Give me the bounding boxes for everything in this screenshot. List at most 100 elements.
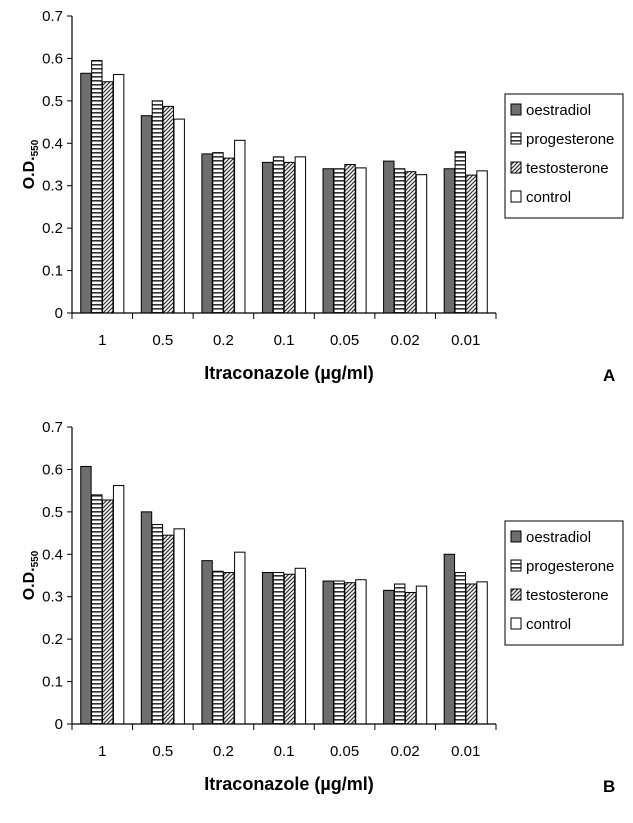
legend-label-control: control xyxy=(526,189,571,206)
bar-progesterone-1 xyxy=(91,494,103,725)
bar-testosterone-0.5 xyxy=(162,534,175,725)
panel-label: B xyxy=(603,777,615,796)
bar-oestradiol-1 xyxy=(80,72,92,314)
bar-progesterone-0.5 xyxy=(151,524,164,725)
bar-oestradiol-0.01 xyxy=(443,553,456,725)
legend-label-oestradiol: oestradiol xyxy=(526,529,591,546)
y-tick-label: 0.2 xyxy=(42,220,63,237)
bar-progesterone-0.05 xyxy=(333,168,345,314)
x-tick-label: 0.05 xyxy=(330,743,359,760)
bar-testosterone-0.01 xyxy=(465,583,477,725)
y-axis-title: O.D.550 xyxy=(21,550,41,600)
legend-swatch-oestradiol xyxy=(510,530,522,543)
bar-progesterone-0.2 xyxy=(212,152,224,314)
bar-oestradiol-0.5 xyxy=(140,511,153,725)
bar-control-0.5 xyxy=(173,528,185,725)
legend-label-testosterone: testosterone xyxy=(526,587,609,604)
y-tick-label: 0.6 xyxy=(42,50,63,67)
x-tick-label: 1 xyxy=(98,332,106,349)
legend-swatch-progesterone xyxy=(510,132,522,145)
x-axis-title: Itraconazole (µg/ml) xyxy=(204,774,373,794)
x-tick-label: 0.02 xyxy=(391,743,420,760)
x-tick-label: 0.01 xyxy=(451,332,480,349)
legend-label-oestradiol: oestradiol xyxy=(526,102,591,119)
bar-oestradiol-0.5 xyxy=(140,115,153,314)
bar-chart-a: 0 0.1 0.2 0.3 0.4 0.5 0.6 0.7 1 0.5 0.2 0.1 0.05 0.02… xyxy=(21,8,624,385)
legend-box xyxy=(504,520,624,646)
y-tick-label: 0.3 xyxy=(42,589,63,606)
y-tick-label: 0.4 xyxy=(42,135,63,152)
bar-progesterone-0.1 xyxy=(272,156,285,314)
chart-panel-a: 0 0.1 0.2 0.3 0.4 0.5 0.6 0.7 1 0.5 0.2 0.1 0.05 0.02… xyxy=(0,0,633,411)
bar-control-0.2 xyxy=(234,139,246,314)
bar-testosterone-0.05 xyxy=(344,164,356,314)
bar-chart-b: 0 0.1 0.2 0.3 0.4 0.5 0.6 0.7 1 0.5 0.2 0.1 0.05 0.02… xyxy=(21,419,624,796)
x-tick-label: 0.01 xyxy=(451,743,480,760)
legend-label-control: control xyxy=(526,616,571,633)
bar-progesterone-0.02 xyxy=(393,583,406,725)
x-tick-label: 0.2 xyxy=(213,332,234,349)
x-tick-label: 0.05 xyxy=(330,332,359,349)
bar-control-0.1 xyxy=(294,567,307,725)
bar-oestradiol-0.1 xyxy=(261,572,274,725)
chart-panel-b: 0 0.1 0.2 0.3 0.4 0.5 0.6 0.7 1 0.5 0.2 0.1 0.05 0.02… xyxy=(0,411,633,822)
bar-oestradiol-0.01 xyxy=(443,168,456,314)
bar-progesterone-0.05 xyxy=(333,580,345,725)
y-tick-label: 0.5 xyxy=(42,504,63,521)
bar-control-0.05 xyxy=(355,579,367,725)
bar-testosterone-0.2 xyxy=(223,157,235,314)
bar-progesterone-0.1 xyxy=(272,572,285,725)
bar-testosterone-0.01 xyxy=(465,174,477,314)
y-tick-label: 0.3 xyxy=(42,178,63,195)
y-tick-label: 0.1 xyxy=(42,674,63,691)
bar-testosterone-0.02 xyxy=(404,171,417,314)
legend-swatch-oestradiol xyxy=(510,103,522,116)
panel-label: A xyxy=(603,366,615,385)
bar-testosterone-0.05 xyxy=(344,582,356,725)
bar-control-0.5 xyxy=(173,118,185,314)
y-tick-label: 0.6 xyxy=(42,461,63,478)
legend-swatch-progesterone xyxy=(510,559,522,572)
bar-testosterone-0.2 xyxy=(223,572,235,725)
bar-oestradiol-0.02 xyxy=(383,589,395,725)
bar-testosterone-0.1 xyxy=(283,161,296,314)
y-tick-label: 0.4 xyxy=(42,546,63,563)
bar-testosterone-0.02 xyxy=(404,591,417,725)
legend-swatch-control xyxy=(510,190,522,203)
bar-control-0.05 xyxy=(355,167,367,314)
bar-control-0.2 xyxy=(234,551,246,725)
y-tick-label: 0.7 xyxy=(42,8,63,25)
legend-label-progesterone: progesterone xyxy=(526,558,614,575)
y-axis-title: O.D.550 xyxy=(21,139,41,189)
bar-testosterone-1 xyxy=(102,81,114,314)
bar-control-1 xyxy=(112,74,125,314)
y-tick-label: 0 xyxy=(55,305,63,322)
bar-oestradiol-0.05 xyxy=(322,168,334,314)
y-tick-label: 0 xyxy=(55,716,63,733)
bar-control-1 xyxy=(112,485,125,725)
bar-control-0.02 xyxy=(415,174,428,314)
bar-control-0.1 xyxy=(294,156,307,314)
legend-swatch-control xyxy=(510,617,522,630)
bar-testosterone-1 xyxy=(102,499,114,725)
bar-control-0.01 xyxy=(476,581,488,725)
bar-progesterone-0.5 xyxy=(151,100,164,314)
bar-oestradiol-0.05 xyxy=(322,580,334,725)
x-tick-label: 0.5 xyxy=(152,743,173,760)
legend-box xyxy=(504,93,624,219)
bar-oestradiol-1 xyxy=(80,465,92,725)
legend-swatch-testosterone xyxy=(510,588,522,601)
y-tick-label: 0.5 xyxy=(42,93,63,110)
y-tick-label: 0.1 xyxy=(42,263,63,280)
x-tick-label: 0.5 xyxy=(152,332,173,349)
bar-progesterone-0.02 xyxy=(393,168,406,314)
bar-progesterone-1 xyxy=(91,60,103,314)
x-tick-label: 0.1 xyxy=(274,743,295,760)
bar-oestradiol-0.1 xyxy=(261,161,274,314)
bar-control-0.02 xyxy=(415,585,428,725)
bar-testosterone-0.5 xyxy=(162,105,175,314)
bar-oestradiol-0.2 xyxy=(201,153,213,314)
x-tick-label: 0.2 xyxy=(213,743,234,760)
bar-progesterone-0.2 xyxy=(212,570,224,725)
legend-label-progesterone: progesterone xyxy=(526,131,614,148)
